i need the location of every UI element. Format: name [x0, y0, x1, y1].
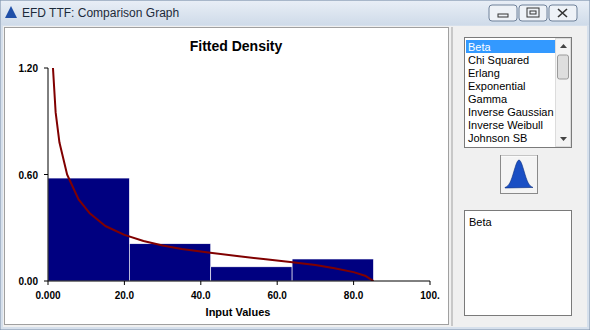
x-tick-label: 60.0: [267, 290, 287, 301]
y-tick-label: 0.60: [19, 170, 39, 181]
window: EFD TTF: Comparison Graph Fitted Density 0…: [0, 0, 590, 330]
list-item[interactable]: Inverse Weibull: [468, 119, 543, 131]
bell-icon: [505, 160, 533, 188]
info-text: Beta: [469, 216, 493, 228]
y-tick-label: 1.20: [19, 63, 39, 74]
histogram-bar: [211, 267, 292, 281]
minimize-button[interactable]: [489, 5, 517, 21]
separator: [452, 27, 453, 326]
x-tick: [430, 281, 431, 285]
maximize-button[interactable]: [519, 5, 547, 21]
selection-highlight: [466, 40, 555, 53]
app-icon: [5, 6, 17, 18]
y-tick: [44, 68, 48, 69]
distribution-list: [465, 38, 572, 148]
scroll-down: [560, 137, 567, 141]
x-tick-label: 100.: [420, 290, 440, 301]
window-frame: [0, 0, 590, 330]
y-tick: [44, 174, 48, 175]
x-tick-label: 0.000: [35, 290, 60, 301]
density-curve: [53, 68, 373, 281]
x-tick: [124, 281, 125, 285]
maximize-glyph: [530, 11, 536, 14]
x-axis-label: Input Values: [206, 306, 271, 318]
list-item[interactable]: Exponential: [468, 80, 526, 92]
x-tick-label: 40.0: [191, 290, 211, 301]
plot-marks: [48, 68, 373, 281]
close-button[interactable]: [549, 5, 577, 21]
histogram-bar: [48, 178, 129, 281]
maximize-glyph: [527, 8, 539, 17]
x-tick: [200, 281, 201, 285]
fit-button[interactable]: [501, 156, 538, 194]
x-axis: [48, 281, 430, 282]
scroll-up: [560, 44, 567, 48]
y-tick: [44, 281, 48, 282]
x-tick: [48, 281, 49, 285]
y-tick-label: 0.00: [19, 276, 39, 287]
scrollbar: [556, 39, 571, 147]
list-item[interactable]: Chi Squared: [468, 54, 529, 66]
window-title: EFD TTF: Comparison Graph: [22, 6, 179, 20]
x-tick-label: 80.0: [344, 290, 364, 301]
chart-title: Fitted Density: [190, 38, 283, 54]
list-item[interactable]: Beta: [468, 41, 492, 53]
close-glyph: [558, 9, 567, 17]
list-item[interactable]: Gamma: [468, 93, 508, 105]
scroll-thumb[interactable]: [558, 55, 569, 79]
chart-panel: [5, 28, 449, 325]
minimize-glyph: [498, 14, 508, 17]
list-item[interactable]: Inverse Gaussian: [468, 106, 554, 118]
list-item[interactable]: Erlang: [468, 67, 500, 79]
info-box: [465, 211, 572, 316]
x-tick-label: 20.0: [115, 290, 135, 301]
button-highlight: [501, 156, 537, 157]
histogram-bar: [129, 244, 210, 281]
client-area: [3, 26, 587, 327]
x-tick: [277, 281, 278, 285]
list-item[interactable]: Johnson SB: [468, 132, 527, 144]
title-bar: [1, 1, 589, 25]
x-tick: [353, 281, 354, 285]
histogram-bar: [292, 259, 373, 281]
